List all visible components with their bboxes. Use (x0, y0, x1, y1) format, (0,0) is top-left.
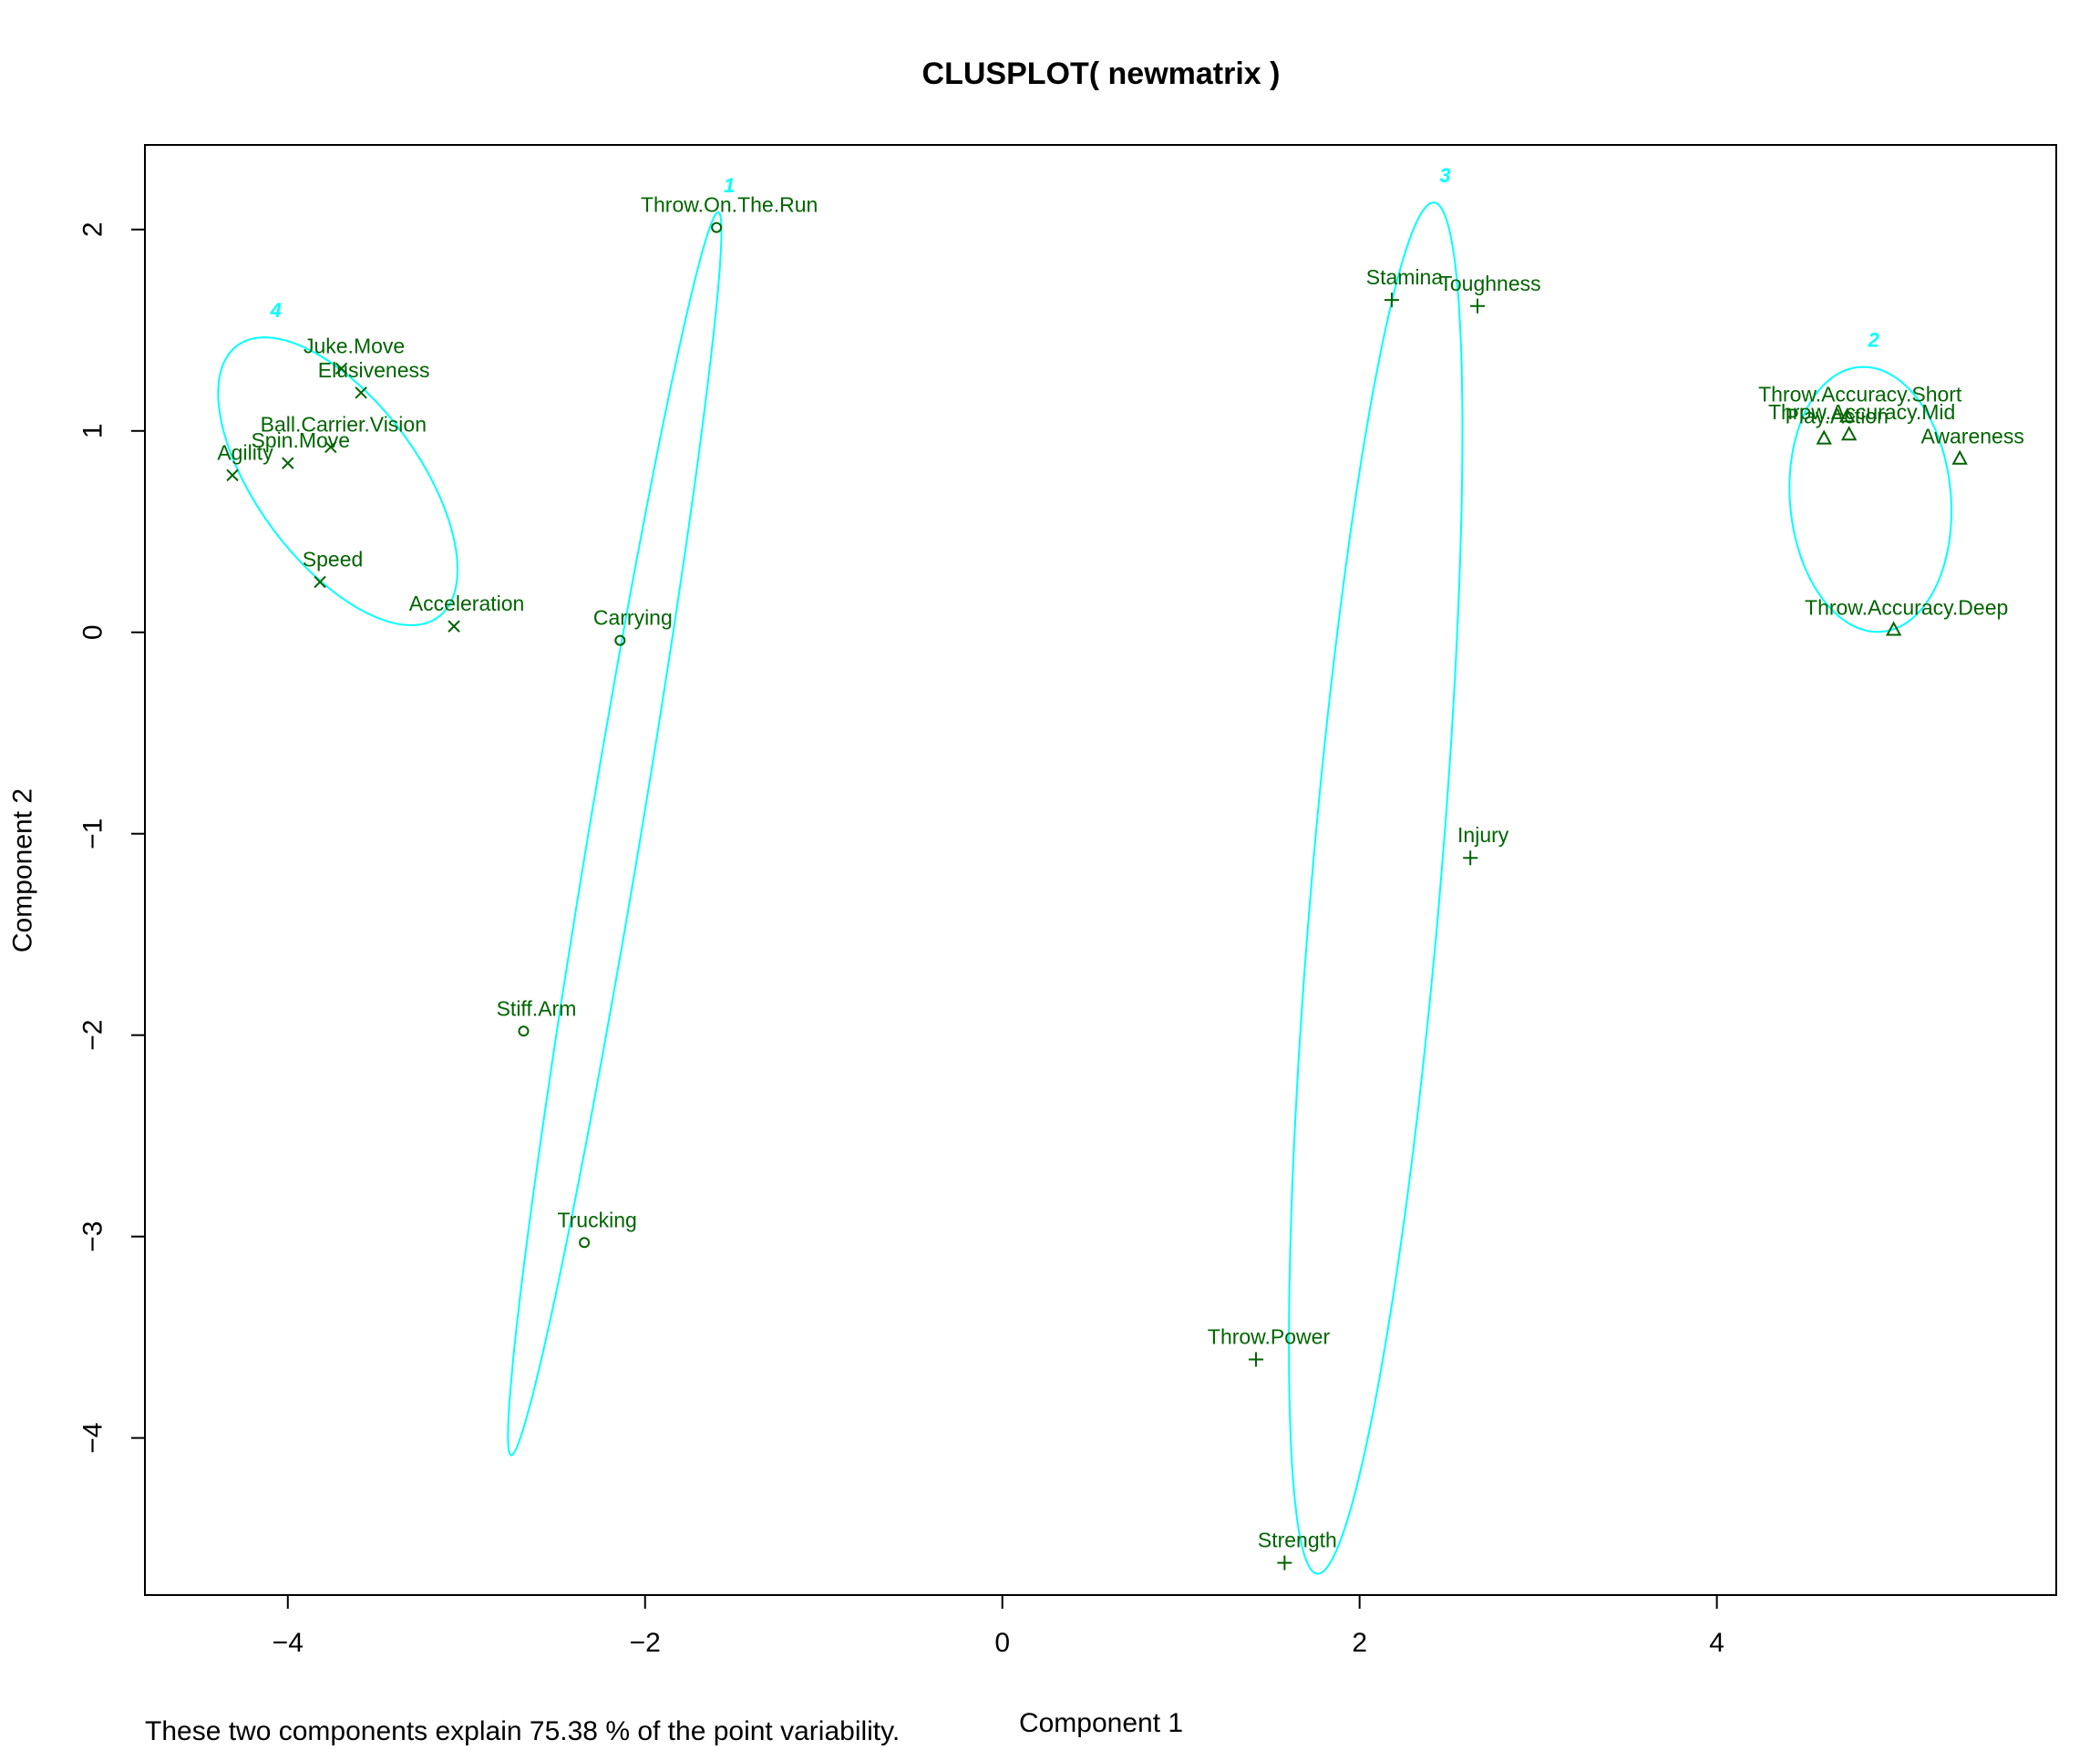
cluster-label-3: 3 (1439, 164, 1450, 187)
cluster-ellipse-4 (217, 336, 459, 626)
point-marker-acceleration (448, 620, 460, 633)
point-marker-elusiveness (355, 386, 367, 399)
x-tick-label: −2 (630, 1628, 661, 1658)
point-marker-spin-move (282, 457, 294, 469)
point-marker-strength (1277, 1555, 1292, 1570)
point-marker-juke-move (335, 362, 348, 375)
y-axis: −4 −3 −2 −1 0 1 2 (78, 221, 146, 1454)
point-label: Stamina (1366, 265, 1444, 289)
cluster-label-1: 1 (724, 174, 735, 197)
point-label: Throw.Accuracy.Short (1758, 382, 1962, 406)
y-tick-label: −4 (78, 1423, 108, 1454)
point-marker-injury (1463, 850, 1478, 866)
point-label: Acceleration (409, 592, 525, 615)
data-points (226, 221, 1968, 1570)
point-marker-play-action (1816, 429, 1832, 445)
point-label: Injury (1457, 823, 1509, 847)
point-label: Play.Action (1786, 405, 1889, 428)
point-label: Awareness (1920, 425, 2023, 448)
plot-frame (144, 144, 2057, 1596)
point-label: Throw.Accuracy.Deep (1805, 596, 2008, 620)
point-marker-agility (226, 468, 239, 482)
point-label: Throw.Accuracy.Mid (1768, 400, 1955, 424)
point-label: Stiff.Arm (497, 996, 577, 1020)
cluster-label-2: 2 (1868, 329, 1880, 352)
x-tick-label: 2 (1352, 1628, 1367, 1658)
x-tick-label: 4 (1709, 1628, 1724, 1658)
point-label: Trucking (557, 1208, 636, 1231)
point-marker-ball-carrier-vision (324, 440, 337, 454)
point-marker-carrying (614, 634, 626, 646)
point-label: Throw.On.The.Run (641, 193, 818, 217)
point-label: Toughness (1439, 272, 1540, 295)
y-tick-label: 2 (78, 221, 108, 237)
y-tick-label: −3 (78, 1221, 108, 1252)
cluster-label-4: 4 (270, 299, 282, 322)
y-tick-label: 1 (78, 423, 108, 438)
point-marker-stamina (1384, 293, 1399, 308)
y-tick-label: −2 (78, 1020, 108, 1051)
point-marker-awareness (1951, 449, 1968, 465)
y-axis-label: Component 2 (8, 788, 38, 952)
point-label: Speed (303, 548, 364, 571)
point-label: Agility (217, 440, 273, 464)
cluster-ellipse-3 (1288, 201, 1464, 1575)
point-labels: Throw.On.The.Run Carrying Stiff.Arm Truckin… (217, 193, 2024, 1552)
point-marker-throw-accuracy-deep (1885, 621, 1902, 636)
point-marker-trucking (579, 1237, 591, 1249)
x-axis-label: Component 1 (1019, 1708, 1183, 1738)
point-label: Elusiveness (318, 358, 430, 382)
point-marker-stiff-arm (518, 1025, 530, 1037)
chart-title: CLUSPLOT( newmatrix ) (922, 57, 1281, 91)
point-label: Carrying (593, 606, 673, 630)
x-tick-label: 0 (994, 1628, 1010, 1658)
x-tick-label: −4 (273, 1628, 304, 1658)
point-label: Throw.Power (1208, 1324, 1331, 1348)
point-marker-throw-accuracy-mid (1840, 426, 1858, 441)
point-label: Strength (1258, 1529, 1337, 1552)
point-label: Juke.Move (304, 334, 405, 357)
y-tick-label: 0 (78, 624, 108, 640)
cluster-ellipses (217, 201, 1952, 1575)
point-label: Ball.Carrier.Vision (261, 412, 427, 436)
point-marker-throw-power (1249, 1352, 1263, 1367)
x-axis: −4 −2 0 2 4 (273, 1594, 1724, 1658)
cluster-labels: 1 2 3 4 (270, 164, 1880, 351)
point-marker-throw-accuracy-short (1839, 407, 1856, 423)
point-marker-toughness (1470, 298, 1486, 314)
y-tick-label: −1 (78, 818, 108, 849)
cluster-ellipse-2 (1788, 365, 1952, 633)
cluster-ellipse-1 (507, 211, 723, 1457)
point-marker-throw-on-the-run (711, 221, 723, 233)
point-label: Spin.Move (251, 428, 350, 452)
variability-footnote: These two components explain 75.38 % of … (145, 1716, 900, 1746)
point-marker-speed (314, 575, 326, 589)
